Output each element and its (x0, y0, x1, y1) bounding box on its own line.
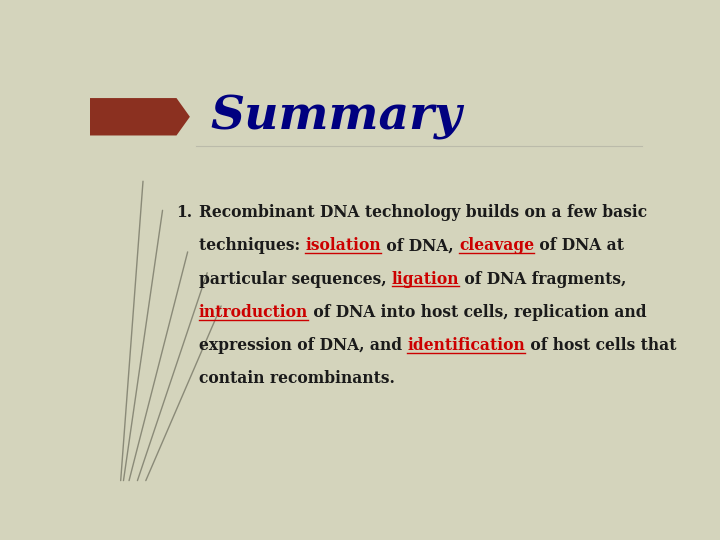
Text: techniques:: techniques: (199, 238, 305, 254)
Polygon shape (90, 98, 190, 136)
Text: expression of DNA, and: expression of DNA, and (199, 337, 408, 354)
Text: contain recombinants.: contain recombinants. (199, 370, 395, 387)
Text: of DNA,: of DNA, (381, 238, 459, 254)
Point (638, 143, 647, 149)
Text: isolation: isolation (305, 238, 381, 254)
Text: 1.: 1. (176, 204, 193, 221)
Text: ligation: ligation (392, 271, 459, 288)
Text: cleavage: cleavage (459, 238, 534, 254)
Text: of DNA fragments,: of DNA fragments, (459, 271, 626, 288)
Text: particular sequences,: particular sequences, (199, 271, 392, 288)
Text: Summary: Summary (210, 94, 462, 140)
Point (192, 143, 200, 149)
Text: identification: identification (408, 337, 525, 354)
Text: of DNA into host cells, replication and: of DNA into host cells, replication and (308, 304, 647, 321)
Text: of DNA at: of DNA at (534, 238, 624, 254)
Text: introduction: introduction (199, 304, 308, 321)
Text: of host cells that: of host cells that (525, 337, 677, 354)
Text: Recombinant DNA technology builds on a few basic: Recombinant DNA technology builds on a f… (199, 204, 647, 221)
